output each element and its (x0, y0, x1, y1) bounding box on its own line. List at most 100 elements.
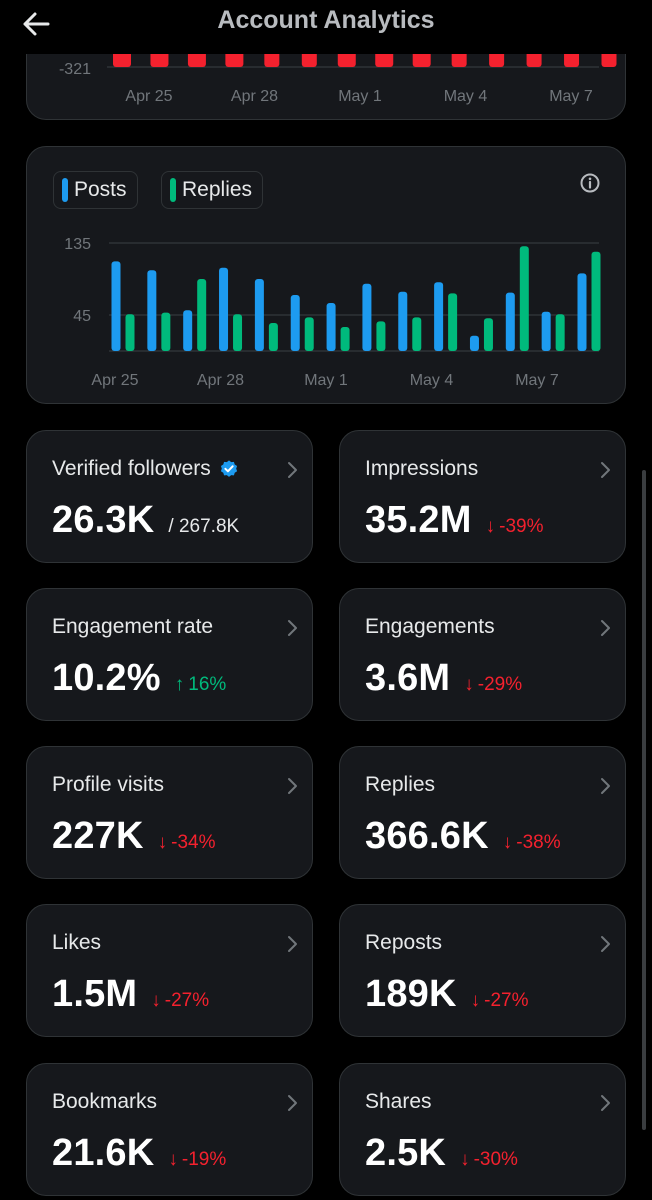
stat-label-wrap: Impressions (365, 457, 478, 481)
stat-value-row: 35.2M ↓ -39% (365, 499, 543, 542)
stat-label-wrap: Engagement rate (52, 615, 213, 639)
posts-bar (434, 282, 444, 351)
posts-bar (147, 270, 157, 351)
page-title: Account Analytics (217, 6, 435, 34)
posts-bar (254, 279, 264, 351)
info-icon[interactable] (579, 172, 601, 194)
replies-bar (555, 314, 565, 351)
chart-x-label: Apr 25 (91, 372, 138, 389)
legend-replies[interactable]: Replies (161, 171, 264, 209)
stat-change-value: -30% (473, 1149, 518, 1170)
stat-card-profile-visits[interactable]: Profile visits 227K ↓ -34% (26, 746, 313, 879)
stat-value: 366.6K (365, 815, 489, 857)
stat-card-bookmarks[interactable]: Bookmarks 21.6K ↓ -19% (26, 1063, 313, 1196)
posts-bar (290, 295, 300, 351)
arrow-down-icon: ↓ (485, 516, 496, 537)
posts-bar (326, 303, 336, 351)
chart-y-tick: 45 (73, 308, 91, 325)
replies-bar (161, 312, 171, 351)
stat-card-engagement-rate[interactable]: Engagement rate 10.2% ↑ 16% (26, 588, 313, 721)
posts-swatch (62, 178, 68, 202)
stat-value-row: 10.2% ↑ 16% (52, 657, 226, 700)
stat-value: 2.5K (365, 1132, 447, 1174)
stat-card-engagements[interactable]: Engagements 3.6M ↓ -29% (339, 588, 626, 721)
stat-label: Likes (52, 931, 102, 954)
stat-value: 10.2% (52, 657, 161, 699)
stat-value: 227K (52, 815, 144, 857)
stat-value-row: 189K ↓ -27% (365, 973, 529, 1016)
stat-value-row: 227K ↓ -34% (52, 815, 216, 858)
posts-bar (183, 310, 193, 351)
stat-card-reposts[interactable]: Reposts 189K ↓ -27% (339, 904, 626, 1037)
arrow-down-icon: ↓ (464, 674, 474, 695)
stat-card-replies[interactable]: Replies 366.6K ↓ -38% (339, 746, 626, 879)
stat-label-wrap: Shares (365, 1090, 432, 1114)
stat-card-shares[interactable]: Shares 2.5K ↓ -30% (339, 1063, 626, 1196)
stat-change: ↓ -34% (158, 832, 216, 854)
legend-replies-label: Replies (182, 178, 253, 201)
stat-label-wrap: Reposts (365, 931, 442, 955)
chart-x-label: May 4 (410, 372, 454, 389)
net-chart-x-label: Apr 25 (125, 88, 172, 105)
net-chart-x-label: May 1 (338, 88, 382, 105)
stat-card-verified-followers[interactable]: Verified followers 26.3K / 267.8K (26, 430, 313, 563)
chart-x-label: May 1 (304, 372, 348, 389)
stat-change: ↓ -19% (168, 1149, 226, 1171)
net-chart-y-tick: -321 (59, 61, 91, 78)
chart-x-label: May 7 (515, 372, 559, 389)
chevron-right-icon (601, 1095, 610, 1111)
posts-bar (541, 311, 551, 351)
stat-value-row: 21.6K ↓ -19% (52, 1132, 226, 1175)
stat-label: Shares (365, 1090, 432, 1113)
replies-bar (448, 293, 458, 351)
stat-label: Bookmarks (52, 1090, 158, 1113)
stat-card-impressions[interactable]: Impressions 35.2M ↓ -39% (339, 430, 626, 563)
stat-label-wrap: Replies (365, 773, 435, 797)
stat-change: ↓ -27% (471, 990, 529, 1012)
stat-label-wrap: Likes (52, 931, 101, 955)
legend-posts[interactable]: Posts (53, 171, 138, 209)
stat-value: 26.3K (52, 499, 155, 541)
stat-value: 21.6K (52, 1132, 155, 1174)
stat-change: ↑ 16% (175, 674, 227, 696)
replies-bar (591, 251, 601, 351)
stat-card-likes[interactable]: Likes 1.5M ↓ -27% (26, 904, 313, 1037)
stat-value: 1.5M (52, 973, 138, 1015)
stat-change: ↓ -39% (486, 516, 544, 538)
arrow-down-icon: ↓ (157, 832, 168, 853)
replies-bar (125, 314, 135, 351)
net-chart-x-label: Apr 28 (231, 88, 278, 105)
chevron-right-icon (601, 462, 610, 478)
stat-value-row: 3.6M ↓ -29% (365, 657, 522, 700)
back-button[interactable] (18, 6, 54, 42)
chevron-right-icon (601, 778, 610, 794)
net-chart-x-label: May 4 (444, 88, 488, 105)
chevron-right-icon (601, 620, 610, 636)
stat-value-row: 2.5K ↓ -30% (365, 1132, 518, 1175)
arrow-down-icon: ↓ (460, 1149, 470, 1170)
posts-replies-chart-card: Posts Replies 135 45 Apr 25 Apr 28 May 1 May … (26, 146, 626, 404)
stat-change-value: -27% (484, 990, 529, 1011)
stat-value-row: 1.5M ↓ -27% (52, 973, 209, 1016)
posts-bar (577, 273, 587, 351)
arrow-down-icon: ↓ (168, 1149, 178, 1170)
stat-label-wrap: Bookmarks (52, 1090, 157, 1114)
app-header: Account Analytics (0, 0, 652, 54)
arrow-up-icon: ↑ (174, 674, 185, 695)
stat-change-value: -34% (171, 832, 216, 853)
chevron-right-icon (288, 462, 297, 478)
stat-label: Profile visits (52, 773, 165, 796)
scrollbar[interactable] (642, 470, 646, 1130)
posts-bar (505, 292, 515, 351)
stat-label: Replies (365, 773, 436, 796)
replies-bar (376, 321, 386, 351)
chart-x-label: Apr 28 (197, 372, 244, 389)
stat-value-row: 26.3K / 267.8K (52, 499, 239, 542)
net-chart-x-label: May 7 (549, 88, 593, 105)
posts-bar (398, 291, 408, 351)
stat-change-value: -38% (516, 832, 561, 853)
verified-badge-icon (220, 460, 237, 477)
posts-bar (469, 335, 479, 351)
replies-bar (519, 246, 529, 351)
